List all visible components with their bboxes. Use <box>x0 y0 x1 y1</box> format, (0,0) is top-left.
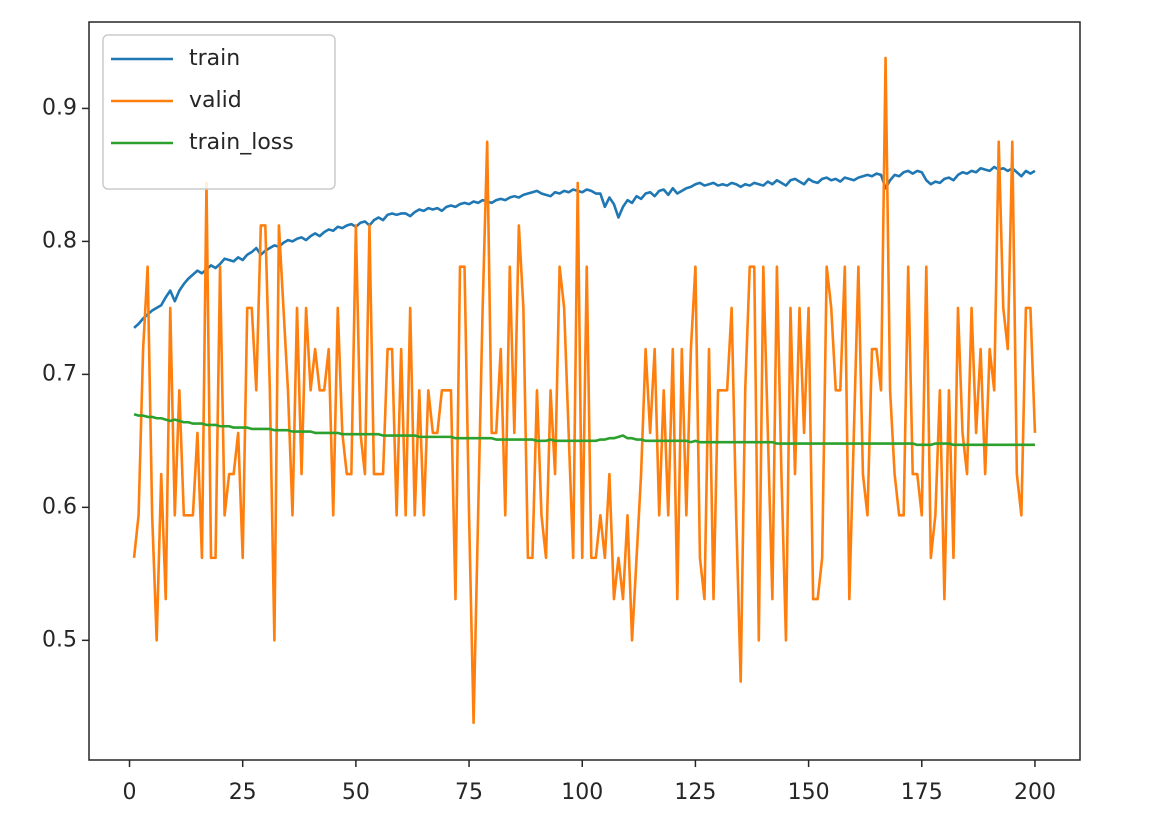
y-tick-label: 0.5 <box>42 627 77 652</box>
legend-box <box>102 34 336 190</box>
legend-label: valid <box>189 88 242 113</box>
y-tick-label: 0.6 <box>42 494 77 519</box>
plot-frame <box>88 21 1081 761</box>
x-tick-label: 75 <box>455 780 483 805</box>
legend-label: train <box>189 46 240 71</box>
series-line <box>133 165 1036 329</box>
x-tick-label: 200 <box>1014 780 1056 805</box>
x-tick-label: 25 <box>229 780 257 805</box>
y-tick-label: 0.8 <box>42 228 77 253</box>
series-line <box>132 56 1037 725</box>
x-tick-label: 150 <box>788 780 830 805</box>
y-tick-label: 0.7 <box>42 361 77 386</box>
x-tick-label: 0 <box>123 780 137 805</box>
x-tick-label: 100 <box>561 780 603 805</box>
x-tick-label: 175 <box>901 780 943 805</box>
series-line <box>133 413 1035 447</box>
legend-label: train_loss <box>189 130 294 155</box>
x-tick-label: 50 <box>342 780 370 805</box>
x-tick-label: 125 <box>674 780 716 805</box>
y-tick-label: 0.9 <box>42 95 77 120</box>
